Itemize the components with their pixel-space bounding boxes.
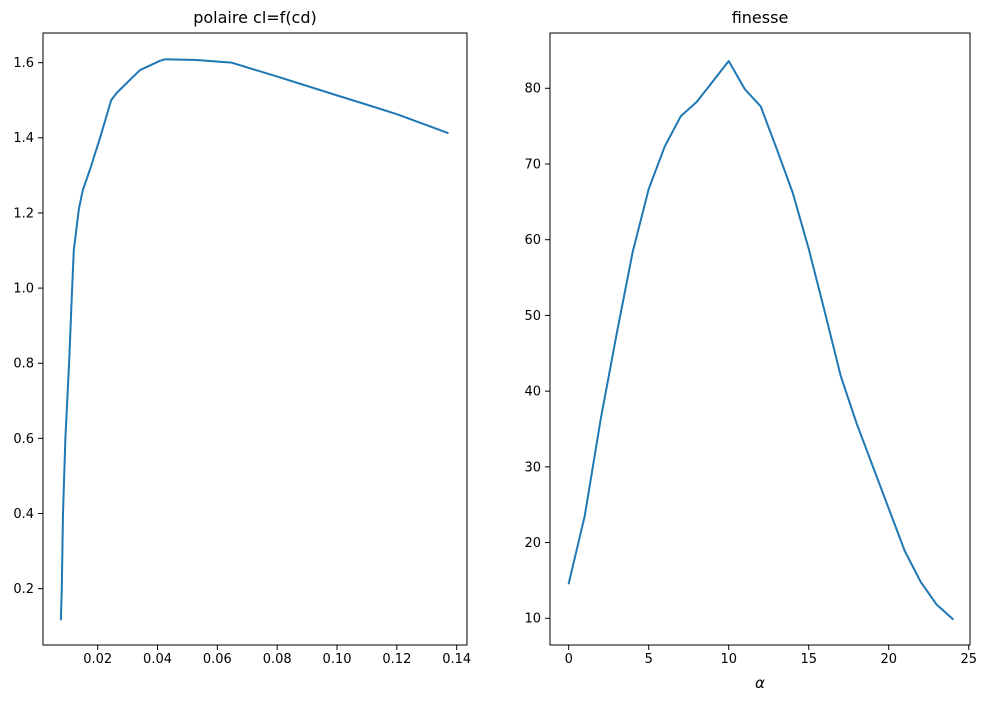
polar-axes-box bbox=[42, 32, 468, 646]
finesse-y-tick-label: 30 bbox=[524, 460, 541, 475]
finesse-y-tick-label: 60 bbox=[524, 233, 541, 248]
polar-y-tick-label: 1.4 bbox=[13, 131, 34, 146]
finesse-x-tick-label: 0 bbox=[565, 652, 573, 667]
finesse-y-tick-label: 50 bbox=[524, 309, 541, 324]
finesse-axes-box bbox=[549, 32, 971, 646]
finesse-y-tick-label: 40 bbox=[524, 385, 541, 400]
polar-y-tick-label: 1.6 bbox=[13, 56, 34, 71]
finesse-y-tick-label: 20 bbox=[524, 536, 541, 551]
polaire-curve bbox=[59, 58, 449, 621]
finesse-y-tick-label: 80 bbox=[524, 82, 541, 97]
polar-y-tick-label: 0.6 bbox=[13, 432, 34, 447]
finesse-plot-title: finesse bbox=[731, 8, 789, 27]
finesse-x-tick-label: 5 bbox=[645, 652, 653, 667]
alpha-axis-label: α bbox=[755, 674, 765, 692]
finesse-y-tick-label: 10 bbox=[524, 612, 541, 627]
finesse-x-tick-label: 25 bbox=[960, 652, 977, 667]
polar-y-tick-label: 1.2 bbox=[13, 206, 34, 221]
polar-x-tick-label: 0.10 bbox=[323, 652, 352, 667]
polar-x-ticks: 0.02 0.04 0.06 0.08 0.10 0.12 0.14 bbox=[83, 645, 471, 667]
polar-x-tick-label: 0.12 bbox=[382, 652, 411, 667]
finesse-x-tick-label: 20 bbox=[880, 652, 897, 667]
polar-y-tick-label: 1.0 bbox=[13, 282, 34, 297]
polar-plot-title: polaire cl=f(cd) bbox=[193, 8, 317, 27]
finesse-x-tick-label: 10 bbox=[720, 652, 737, 667]
polar-y-tick-label: 0.4 bbox=[13, 507, 34, 522]
polar-y-tick-label: 0.8 bbox=[13, 357, 34, 372]
finesse-y-ticks: 10 20 30 40 50 60 70 80 bbox=[524, 82, 550, 627]
polar-x-tick-label: 0.06 bbox=[203, 652, 232, 667]
polar-x-tick-label: 0.02 bbox=[83, 652, 112, 667]
finesse-plot: 0 5 10 15 20 25 10 20 30 40 50 60 70 80 bbox=[524, 32, 977, 667]
finesse-y-tick-label: 70 bbox=[524, 157, 541, 172]
polar-x-tick-label: 0.08 bbox=[263, 652, 292, 667]
finesse-x-ticks: 0 5 10 15 20 25 bbox=[565, 645, 977, 667]
polar-y-ticks: 0.2 0.4 0.6 0.8 1.0 1.2 1.4 1.6 bbox=[13, 56, 43, 597]
polar-x-tick-label: 0.04 bbox=[143, 652, 172, 667]
finesse-curve bbox=[567, 60, 954, 621]
polar-y-tick-label: 0.2 bbox=[13, 582, 34, 597]
polar-plot: 0.02 0.04 0.06 0.08 0.10 0.12 0.14 0.2 0.4 0.6 0.8… bbox=[13, 32, 471, 667]
polar-x-tick-label: 0.14 bbox=[442, 652, 471, 667]
finesse-x-tick-label: 15 bbox=[800, 652, 817, 667]
